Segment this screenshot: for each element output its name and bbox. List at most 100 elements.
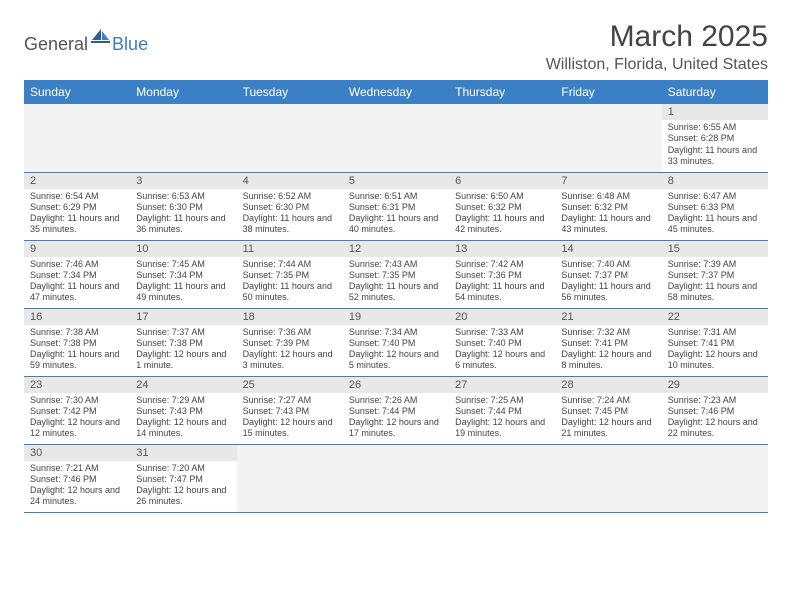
sunrise: Sunrise: 7:44 AM (243, 259, 337, 270)
sunrise: Sunrise: 7:36 AM (243, 327, 337, 338)
daylight: Daylight: 12 hours and 24 minutes. (30, 485, 124, 508)
calendar-cell (555, 104, 661, 172)
day-body: Sunrise: 7:39 AMSunset: 7:37 PMDaylight:… (662, 257, 768, 308)
day-body: Sunrise: 7:42 AMSunset: 7:36 PMDaylight:… (449, 257, 555, 308)
calendar-row: 30Sunrise: 7:21 AMSunset: 7:46 PMDayligh… (24, 444, 768, 512)
sunrise: Sunrise: 7:31 AM (668, 327, 762, 338)
sunrise: Sunrise: 6:55 AM (668, 122, 762, 133)
daylight: Daylight: 11 hours and 33 minutes. (668, 145, 762, 168)
calendar-cell: 10Sunrise: 7:45 AMSunset: 7:34 PMDayligh… (130, 240, 236, 308)
calendar-cell: 17Sunrise: 7:37 AMSunset: 7:38 PMDayligh… (130, 308, 236, 376)
sailboat-icon (90, 28, 112, 51)
sunset: Sunset: 7:46 PM (30, 474, 124, 485)
daylight: Daylight: 12 hours and 22 minutes. (668, 417, 762, 440)
calendar-cell: 9Sunrise: 7:46 AMSunset: 7:34 PMDaylight… (24, 240, 130, 308)
sunset: Sunset: 7:34 PM (30, 270, 124, 281)
daylight: Daylight: 12 hours and 14 minutes. (136, 417, 230, 440)
day-body: Sunrise: 7:29 AMSunset: 7:43 PMDaylight:… (130, 393, 236, 444)
day-number: 1 (662, 104, 768, 120)
day-body: Sunrise: 7:44 AMSunset: 7:35 PMDaylight:… (237, 257, 343, 308)
calendar-cell: 6Sunrise: 6:50 AMSunset: 6:32 PMDaylight… (449, 172, 555, 240)
calendar-cell (449, 104, 555, 172)
calendar-cell: 2Sunrise: 6:54 AMSunset: 6:29 PMDaylight… (24, 172, 130, 240)
sunset: Sunset: 7:39 PM (243, 338, 337, 349)
sunset: Sunset: 7:38 PM (136, 338, 230, 349)
daylight: Daylight: 12 hours and 21 minutes. (561, 417, 655, 440)
calendar-cell: 23Sunrise: 7:30 AMSunset: 7:42 PMDayligh… (24, 376, 130, 444)
calendar-cell: 11Sunrise: 7:44 AMSunset: 7:35 PMDayligh… (237, 240, 343, 308)
month-title: March 2025 (546, 20, 768, 54)
day-number: 24 (130, 377, 236, 393)
calendar-cell: 1 Sunrise: 6:55 AMSunset: 6:28 PMDaylight… (662, 104, 768, 172)
calendar-cell (130, 104, 236, 172)
calendar-cell: 4Sunrise: 6:52 AMSunset: 6:30 PMDaylight… (237, 172, 343, 240)
day-number: 27 (449, 377, 555, 393)
sunset: Sunset: 7:45 PM (561, 406, 655, 417)
day-number: 16 (24, 309, 130, 325)
day-number: 11 (237, 241, 343, 257)
sunset: Sunset: 7:35 PM (349, 270, 443, 281)
sunset: Sunset: 6:30 PM (136, 202, 230, 213)
daylight: Daylight: 11 hours and 59 minutes. (30, 349, 124, 372)
day-number: 23 (24, 377, 130, 393)
daylight: Daylight: 11 hours and 43 minutes. (561, 213, 655, 236)
day-body: Sunrise: 6:51 AMSunset: 6:31 PMDaylight:… (343, 189, 449, 240)
daylight: Daylight: 12 hours and 12 minutes. (30, 417, 124, 440)
day-number: 15 (662, 241, 768, 257)
day-number: 6 (449, 173, 555, 189)
day-body: Sunrise: 7:36 AMSunset: 7:39 PMDaylight:… (237, 325, 343, 376)
day-number: 26 (343, 377, 449, 393)
day-body: Sunrise: 6:47 AMSunset: 6:33 PMDaylight:… (662, 189, 768, 240)
calendar-row: 23Sunrise: 7:30 AMSunset: 7:42 PMDayligh… (24, 376, 768, 444)
day-body: Sunrise: 7:30 AMSunset: 7:42 PMDaylight:… (24, 393, 130, 444)
weekday-tue: Tuesday (237, 80, 343, 104)
sunrise: Sunrise: 7:26 AM (349, 395, 443, 406)
day-body: Sunrise: 7:20 AMSunset: 7:47 PMDaylight:… (130, 461, 236, 512)
sunset: Sunset: 7:34 PM (136, 270, 230, 281)
calendar-cell: 21Sunrise: 7:32 AMSunset: 7:41 PMDayligh… (555, 308, 661, 376)
daylight: Daylight: 11 hours and 35 minutes. (30, 213, 124, 236)
sunrise: Sunrise: 7:34 AM (349, 327, 443, 338)
sunrise: Sunrise: 6:52 AM (243, 191, 337, 202)
daylight: Daylight: 11 hours and 56 minutes. (561, 281, 655, 304)
day-body: Sunrise: 7:27 AMSunset: 7:43 PMDaylight:… (237, 393, 343, 444)
daylight: Daylight: 12 hours and 8 minutes. (561, 349, 655, 372)
day-number: 9 (24, 241, 130, 257)
day-number: 10 (130, 241, 236, 257)
daylight: Daylight: 11 hours and 54 minutes. (455, 281, 549, 304)
daylight: Daylight: 12 hours and 15 minutes. (243, 417, 337, 440)
calendar-cell: 30Sunrise: 7:21 AMSunset: 7:46 PMDayligh… (24, 444, 130, 512)
calendar-cell: 15Sunrise: 7:39 AMSunset: 7:37 PMDayligh… (662, 240, 768, 308)
day-number: 18 (237, 309, 343, 325)
sunset: Sunset: 6:28 PM (668, 133, 762, 144)
calendar-cell: 27Sunrise: 7:25 AMSunset: 7:44 PMDayligh… (449, 376, 555, 444)
day-body: Sunrise: 7:24 AMSunset: 7:45 PMDaylight:… (555, 393, 661, 444)
calendar-cell (662, 444, 768, 512)
calendar-cell: 26Sunrise: 7:26 AMSunset: 7:44 PMDayligh… (343, 376, 449, 444)
sunrise: Sunrise: 7:27 AM (243, 395, 337, 406)
sunset: Sunset: 6:29 PM (30, 202, 124, 213)
calendar-row: 1 Sunrise: 6:55 AMSunset: 6:28 PMDaylight… (24, 104, 768, 172)
sunrise: Sunrise: 7:23 AM (668, 395, 762, 406)
daylight: Daylight: 12 hours and 5 minutes. (349, 349, 443, 372)
day-body: Sunrise: 7:40 AMSunset: 7:37 PMDaylight:… (555, 257, 661, 308)
daylight: Daylight: 12 hours and 10 minutes. (668, 349, 762, 372)
calendar-cell (449, 444, 555, 512)
sunrise: Sunrise: 7:38 AM (30, 327, 124, 338)
day-body: Sunrise: 7:32 AMSunset: 7:41 PMDaylight:… (555, 325, 661, 376)
sunrise: Sunrise: 6:53 AM (136, 191, 230, 202)
logo: General Blue (24, 28, 148, 61)
sunrise: Sunrise: 7:25 AM (455, 395, 549, 406)
sunset: Sunset: 7:44 PM (455, 406, 549, 417)
day-number: 13 (449, 241, 555, 257)
daylight: Daylight: 11 hours and 50 minutes. (243, 281, 337, 304)
day-number: 5 (343, 173, 449, 189)
daylight: Daylight: 11 hours and 42 minutes. (455, 213, 549, 236)
day-body: Sunrise: 7:26 AMSunset: 7:44 PMDaylight:… (343, 393, 449, 444)
day-number: 7 (555, 173, 661, 189)
sunset: Sunset: 6:32 PM (561, 202, 655, 213)
calendar-row: 16 Sunrise: 7:38 AM Sunset: 7:38 PM Dayligh… (24, 308, 768, 376)
day-body: Sunrise: 7:34 AMSunset: 7:40 PMDaylight:… (343, 325, 449, 376)
day-body: Sunrise: 7:46 AMSunset: 7:34 PMDaylight:… (24, 257, 130, 308)
calendar-page: General Blue March 2025 Williston, Flori… (0, 0, 792, 533)
